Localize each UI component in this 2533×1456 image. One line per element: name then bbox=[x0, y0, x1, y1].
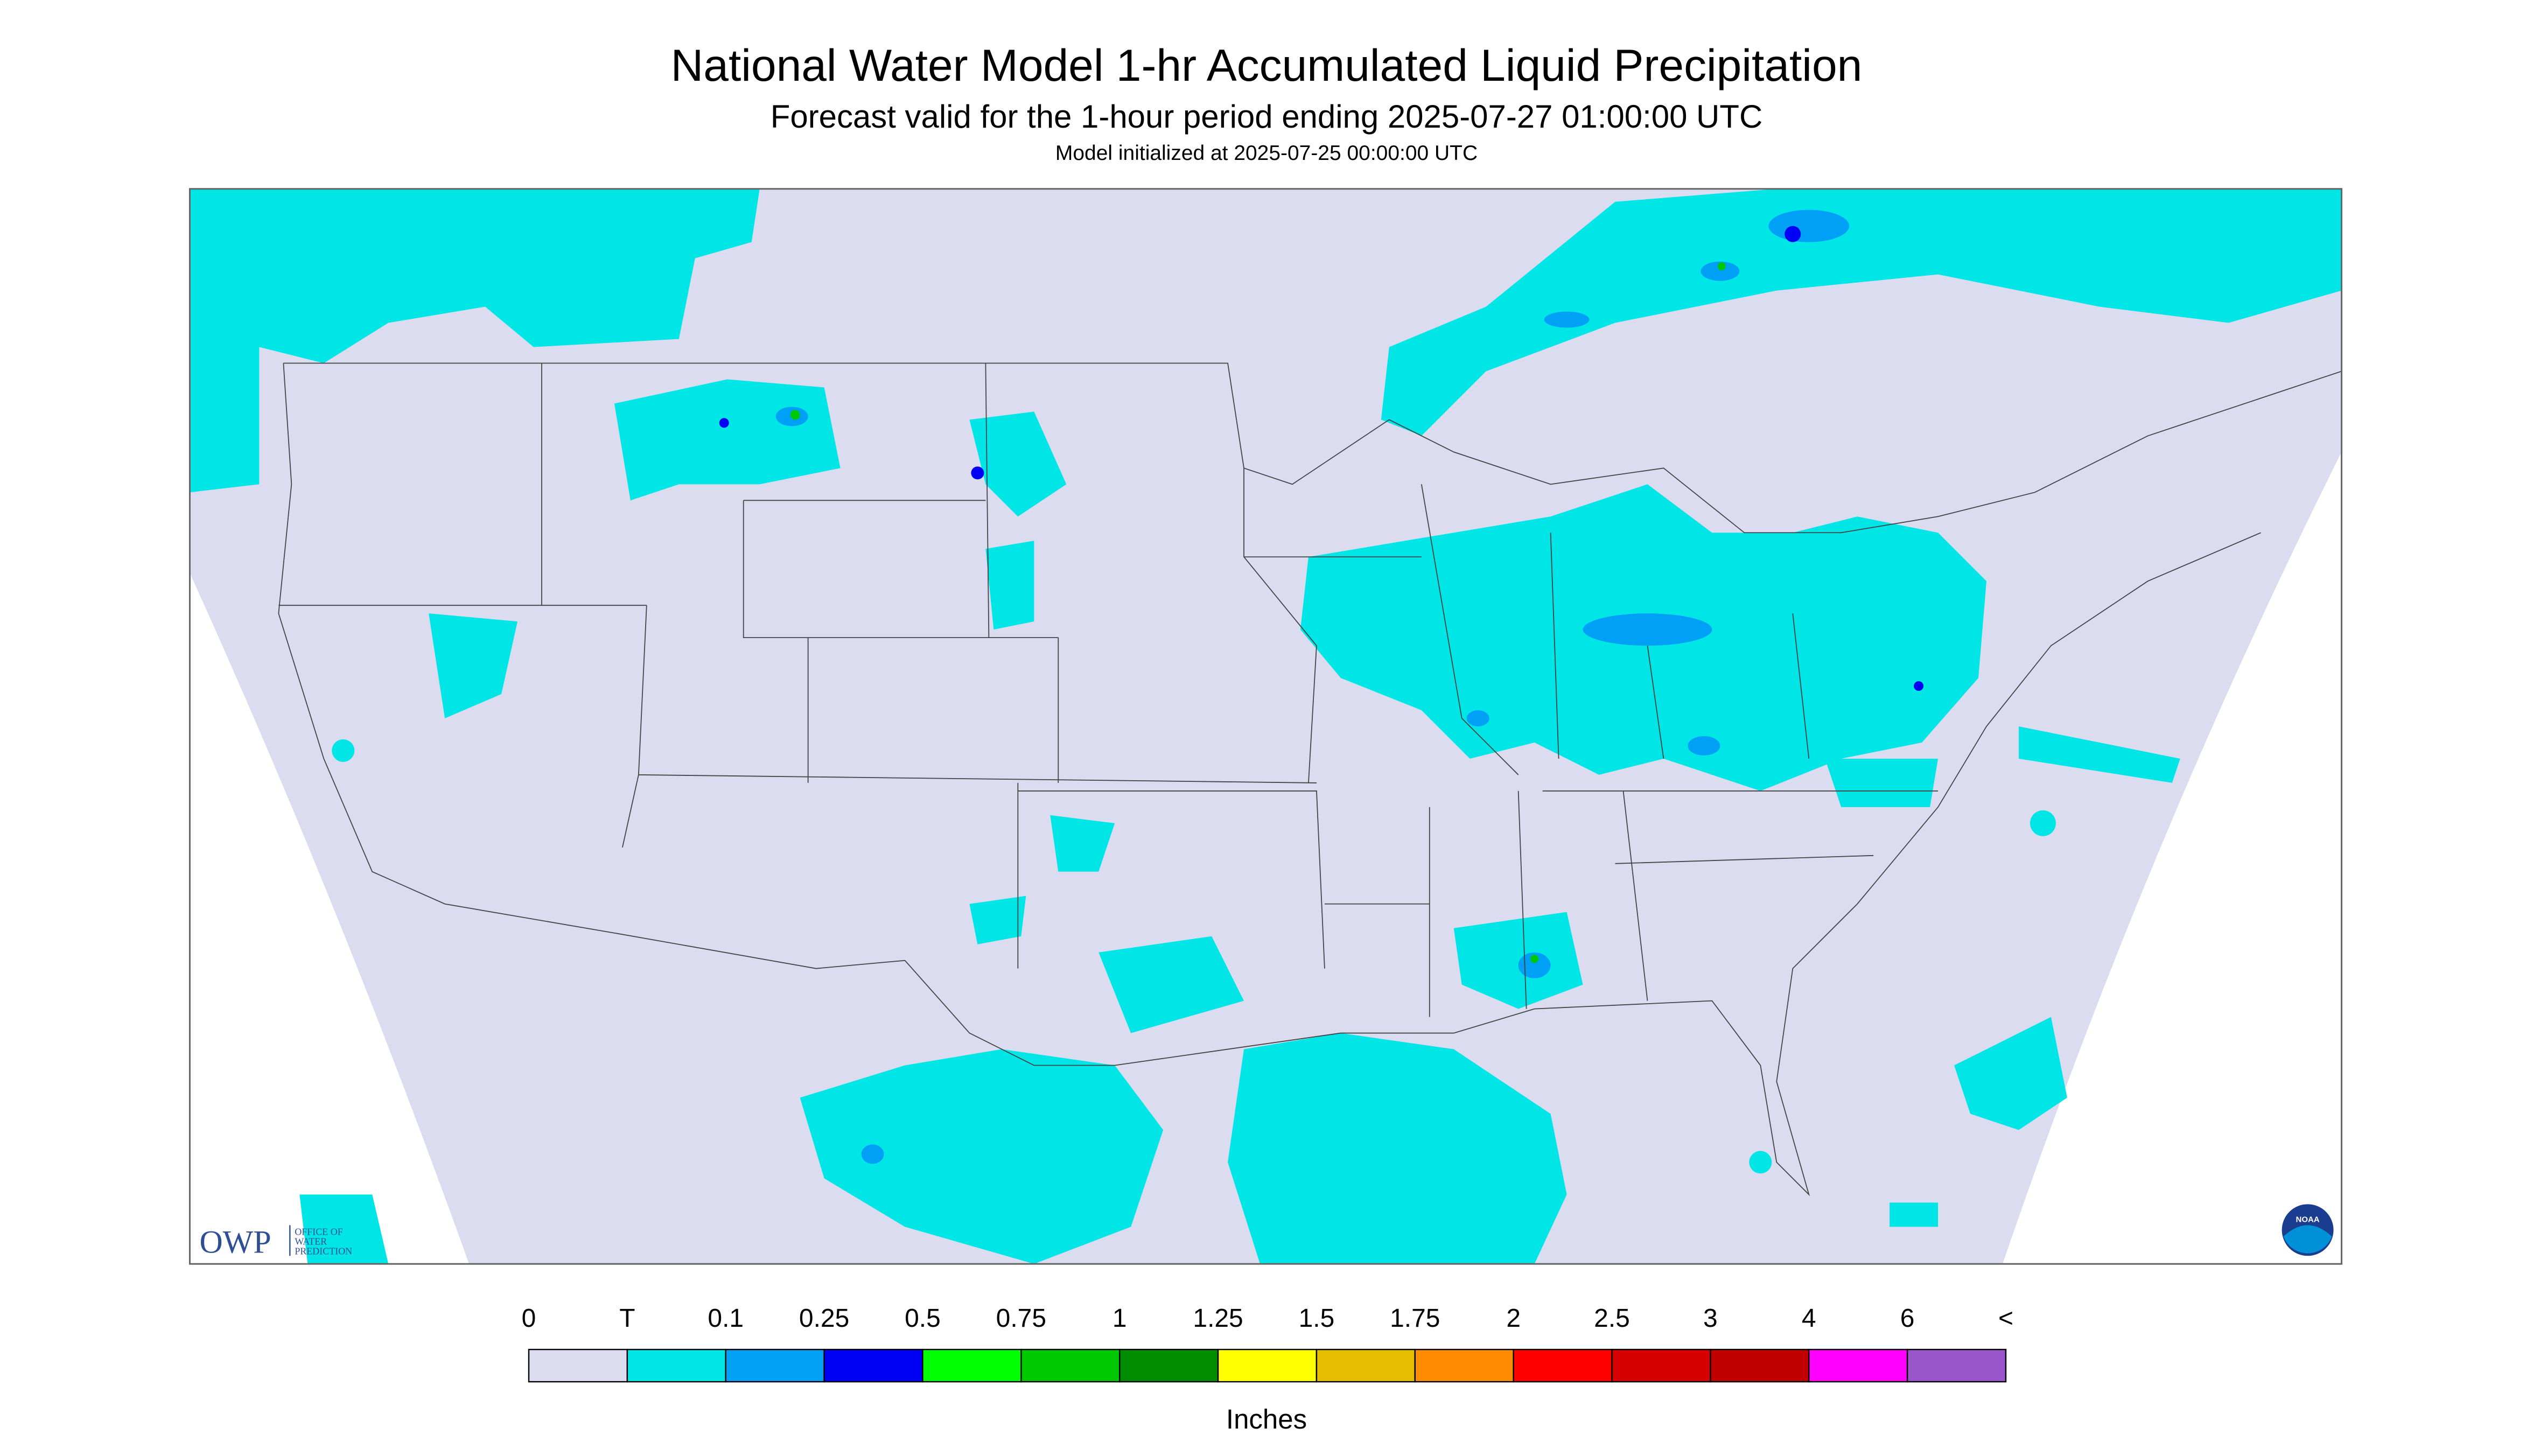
precip bbox=[1518, 952, 1551, 978]
noaa-text: NOAA bbox=[2296, 1215, 2320, 1224]
colorbar-label: 2 bbox=[1506, 1304, 1521, 1333]
precip bbox=[969, 411, 1067, 517]
precip bbox=[1890, 1202, 1939, 1227]
precip bbox=[969, 895, 1026, 944]
colorbar-units: Inches bbox=[1226, 1404, 1307, 1434]
heavy-precip bbox=[719, 226, 1924, 691]
precip bbox=[190, 188, 760, 493]
precip bbox=[1530, 955, 1539, 963]
precip bbox=[1688, 736, 1720, 755]
owp-line: OFFICE OF bbox=[295, 1226, 342, 1237]
colorbar-swatch bbox=[922, 1348, 1022, 1383]
precip bbox=[719, 418, 729, 428]
boundaries bbox=[278, 362, 2342, 1196]
precip bbox=[1825, 758, 1939, 807]
precip bbox=[1768, 209, 1850, 242]
precip bbox=[1749, 1151, 1772, 1174]
moderate-precip bbox=[775, 209, 1850, 1164]
colorbar-label: 4 bbox=[1802, 1304, 1816, 1333]
colorbar-label: 0.25 bbox=[799, 1304, 849, 1333]
colorbar-label: 1.75 bbox=[1390, 1304, 1440, 1333]
precip bbox=[1544, 311, 1590, 328]
coastline bbox=[278, 363, 2261, 1196]
intense-precip bbox=[790, 262, 1726, 963]
precip bbox=[1914, 681, 1924, 691]
colorbar-label: 0.5 bbox=[905, 1304, 941, 1333]
precip bbox=[1050, 815, 1115, 872]
precip bbox=[1717, 262, 1726, 271]
colorbar: Inches 0 T 0.1 0.25 0.5 0.75 1 1.25 1.5 1.75 2 2.5 3… bbox=[522, 1304, 2013, 1434]
colorbar-label: 0 bbox=[522, 1304, 536, 1333]
map-frame bbox=[188, 188, 2343, 1265]
precip bbox=[1466, 710, 1489, 727]
title: National Water Model 1-hr Accumulated Li… bbox=[671, 40, 1863, 90]
precip bbox=[800, 1049, 1164, 1264]
precip bbox=[861, 1144, 884, 1164]
precip bbox=[790, 410, 800, 420]
colorbar-swatch bbox=[528, 1348, 628, 1383]
precip bbox=[1785, 226, 1801, 242]
colorbar-label: 1.5 bbox=[1299, 1304, 1335, 1333]
colorbar-label: T bbox=[619, 1304, 635, 1333]
precip bbox=[299, 1194, 389, 1264]
colorbar-label: < bbox=[1998, 1304, 2013, 1333]
subtitle: Forecast valid for the 1-hour period end… bbox=[771, 99, 1763, 135]
colorbar-swatch bbox=[626, 1348, 726, 1383]
colorbar-label: 0.75 bbox=[996, 1304, 1046, 1333]
precip bbox=[429, 613, 518, 719]
colorbar-swatch bbox=[725, 1348, 825, 1383]
border bbox=[283, 362, 2342, 534]
owp-line: WATER bbox=[295, 1236, 327, 1247]
owp-text: OWP bbox=[199, 1224, 271, 1259]
colorbar-swatch bbox=[823, 1348, 923, 1383]
init-note: Model initialized at 2025-07-25 00:00:00… bbox=[1055, 142, 1478, 165]
owp-logo: OWP OFFICE OF WATER PREDICTION bbox=[199, 1224, 352, 1259]
precip bbox=[1381, 188, 2342, 436]
precip bbox=[985, 541, 1034, 630]
colorbar-swatch bbox=[1808, 1348, 1908, 1383]
noaa-logo: NOAA bbox=[2282, 1204, 2334, 1256]
precip bbox=[2030, 810, 2056, 836]
colorbar-swatch bbox=[1316, 1348, 1416, 1383]
precip bbox=[332, 739, 355, 762]
state-lines bbox=[278, 363, 1939, 1017]
precip bbox=[1453, 912, 1583, 1009]
owp-line: PREDICTION bbox=[295, 1245, 352, 1256]
colorbar-label: 6 bbox=[1900, 1304, 1915, 1333]
precip bbox=[971, 466, 984, 480]
colorbar-label: 2.5 bbox=[1594, 1304, 1630, 1333]
colorbar-swatch bbox=[1119, 1348, 1219, 1383]
precip bbox=[2018, 726, 2180, 783]
precip bbox=[1583, 613, 1712, 646]
precip bbox=[1228, 1033, 1567, 1264]
colorbar-label: 1.25 bbox=[1193, 1304, 1243, 1333]
precip bbox=[1701, 261, 1740, 281]
colorbar-swatch bbox=[1710, 1348, 1810, 1383]
precip bbox=[1098, 936, 1244, 1033]
colorbar-label: 1 bbox=[1112, 1304, 1127, 1333]
colorbar-swatch bbox=[1414, 1348, 1514, 1383]
noaa-wave bbox=[2283, 1225, 2332, 1254]
colorbar-swatch bbox=[1020, 1348, 1121, 1383]
colorbar-swatch bbox=[1513, 1348, 1613, 1383]
colorbar-swatch bbox=[1611, 1348, 1711, 1383]
map: OWP OFFICE OF WATER PREDICTION NOAA bbox=[188, 188, 2343, 1265]
colorbar-swatch bbox=[1217, 1348, 1318, 1383]
colorbar-label: 0.1 bbox=[708, 1304, 744, 1333]
precip bbox=[1954, 1017, 2067, 1130]
colorbar-label: 3 bbox=[1703, 1304, 1718, 1333]
colorbar-swatch bbox=[1906, 1348, 2007, 1383]
